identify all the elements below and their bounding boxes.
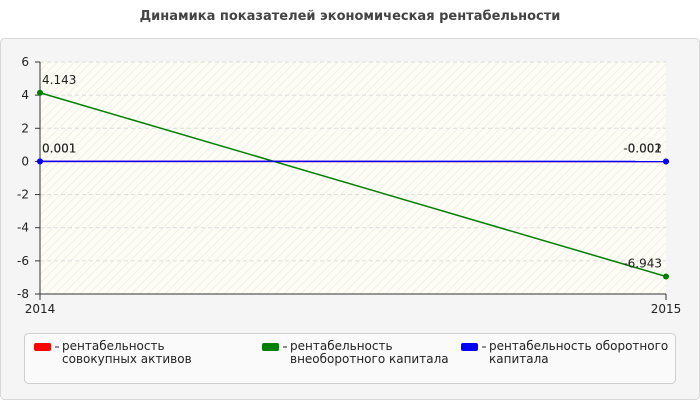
- data-point: [37, 158, 43, 165]
- x-tick-label: 2014: [25, 302, 56, 316]
- data-label: 4.143: [42, 73, 76, 87]
- y-tick-label: -6: [17, 254, 29, 268]
- data-label: 0.001: [42, 141, 76, 155]
- y-tick-label: -8: [17, 287, 29, 301]
- y-tick-label: 0: [21, 154, 29, 168]
- legend-swatch: [461, 343, 478, 351]
- plot-area: [40, 62, 666, 294]
- y-tick-label: 6: [21, 55, 29, 69]
- chart-title: Динамика показателей экономическая рента…: [140, 9, 561, 24]
- y-tick-label: -4: [17, 221, 29, 235]
- legend-box: [24, 333, 676, 384]
- data-label: 0.001: [42, 141, 76, 155]
- y-tick-label: -2: [17, 188, 29, 202]
- legend-swatch: [262, 343, 279, 351]
- y-tick-label: 4: [21, 88, 29, 102]
- legend-label: рентабельность внеоборотного капитала: [290, 339, 449, 366]
- x-tick-label: 2015: [651, 302, 682, 316]
- legend-swatch: [34, 343, 51, 351]
- legend-label: рентабельность совокупных активов: [62, 339, 192, 366]
- data-label: -6.943: [623, 256, 662, 270]
- data-label: -0.002: [623, 141, 662, 155]
- data-point: [663, 273, 669, 280]
- y-tick-label: 2: [21, 121, 29, 135]
- data-point: [663, 158, 669, 165]
- series-line: [39, 92, 667, 278]
- data-point: [37, 89, 43, 96]
- data-label: -0.001: [623, 141, 662, 155]
- legend-label: рентабельность оборотного капитала: [489, 339, 669, 366]
